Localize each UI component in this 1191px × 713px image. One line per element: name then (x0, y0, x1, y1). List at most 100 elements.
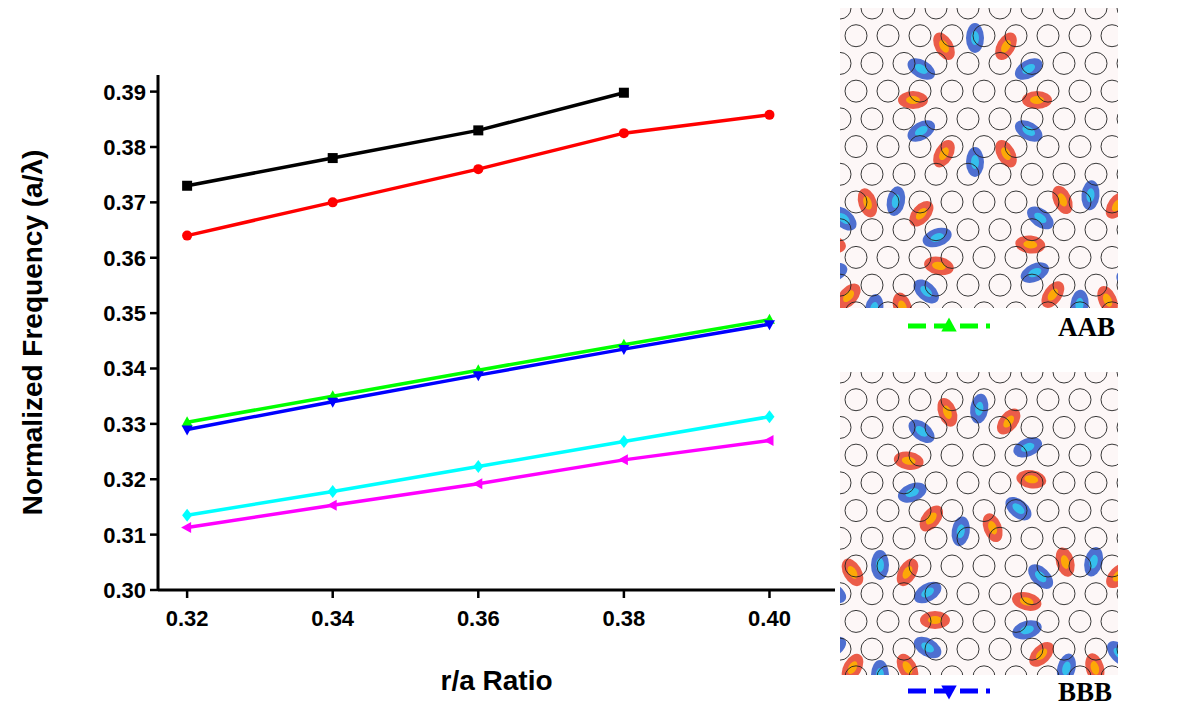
lattice-hole (1069, 302, 1091, 308)
lattice-hole (845, 25, 867, 47)
lattice-hole (893, 583, 915, 605)
lattice-hole (877, 246, 899, 268)
lattice-hole (1085, 416, 1107, 438)
lattice-hole (893, 219, 915, 241)
lattice-hole (989, 163, 1011, 185)
lattice-hole (1069, 80, 1091, 102)
field-lobe-core (901, 660, 915, 675)
lattice-hole (1005, 389, 1027, 411)
lattice-hole (1085, 8, 1107, 19)
series-line (187, 93, 624, 186)
y-tick (150, 533, 158, 536)
lattice-hole (1085, 274, 1107, 296)
lattice-hole (1101, 500, 1118, 522)
lattice-hole (989, 274, 1011, 296)
lattice-hole (925, 274, 947, 296)
x-tick (477, 590, 480, 598)
y-tick-label: 0.32 (103, 467, 146, 492)
data-point (473, 164, 483, 174)
lattice-hole (973, 136, 995, 158)
lattice-hole (1069, 136, 1091, 158)
lattice-hole (1085, 583, 1107, 605)
lattice-hole (925, 163, 947, 185)
field-lobe-core (971, 155, 979, 169)
field-lobe (840, 202, 861, 235)
lattice-hole (840, 372, 851, 383)
field-lobe (966, 147, 984, 177)
lattice-hole (909, 444, 931, 466)
lattice-hole (1053, 638, 1075, 660)
lattice-hole (840, 527, 851, 549)
lattice-hole (1037, 666, 1059, 675)
lattice-hole (909, 246, 931, 268)
lattice-hole (861, 8, 883, 19)
lattice-hole (973, 555, 995, 577)
field-lobe-core (1023, 240, 1038, 249)
lattice-hole (1021, 52, 1043, 74)
plot-area (181, 88, 775, 533)
lattice-hole (840, 52, 851, 74)
lattice-hole (925, 52, 947, 74)
series-line (187, 324, 769, 429)
field-lobe-core (891, 193, 902, 208)
field-lobe-core (1001, 414, 1016, 430)
lattice-hole (1117, 52, 1118, 74)
lattice-hole (1005, 555, 1027, 577)
lattice-hole (957, 8, 979, 19)
data-point (764, 410, 774, 423)
lattice-hole (973, 25, 995, 47)
lattice-hole (989, 108, 1011, 130)
lattice-hole (840, 8, 851, 19)
lattice-hole (1005, 302, 1027, 308)
lattice-hole (861, 163, 883, 185)
series-line (187, 417, 769, 516)
lattice-hole (1037, 555, 1059, 577)
lattice-hole (941, 389, 963, 411)
field-lobe-core (840, 586, 841, 600)
lattice-hole (1037, 389, 1059, 411)
data-point (182, 181, 192, 191)
field-lobe-core (929, 231, 945, 243)
lattice-hole (989, 638, 1011, 660)
data-point (619, 88, 629, 98)
field-lobe (1118, 213, 1119, 242)
lattice-hole (909, 80, 931, 102)
lattice-hole (1005, 610, 1027, 632)
lattice-hole (861, 416, 883, 438)
lattice-hole (893, 372, 915, 383)
field-lobe-core (861, 195, 873, 211)
field-lobe (966, 23, 984, 53)
lattice-hole (1117, 372, 1118, 383)
lattice-hole (989, 583, 1011, 605)
field-lobe-core (920, 586, 936, 600)
lattice-hole (1101, 191, 1118, 213)
field-lobe-core (1061, 661, 1072, 675)
y-tick-label: 0.38 (103, 135, 146, 160)
lattice-hole (840, 472, 851, 494)
y-tick (150, 201, 158, 204)
field-lobe (871, 550, 889, 580)
field-lobe (950, 515, 972, 547)
lattice-hole (1069, 500, 1091, 522)
lattice-hole (1005, 136, 1027, 158)
lattice-hole (973, 389, 995, 411)
lattice-hole (925, 219, 947, 241)
y-tick (150, 90, 158, 93)
field-lobe-core (914, 424, 930, 439)
y-tick-label: 0.34 (103, 356, 147, 381)
legend-marker (941, 685, 956, 699)
lattice-hole (861, 472, 883, 494)
lattice-hole (861, 219, 883, 241)
field-lobe-core (931, 261, 946, 272)
lattice-hole (1085, 52, 1107, 74)
lattice-hole (941, 191, 963, 213)
y-tick (150, 423, 158, 426)
lattice-hole (989, 372, 1011, 383)
lattice-hole (909, 25, 931, 47)
data-point (328, 197, 338, 207)
field-lobe (910, 577, 945, 608)
field-lobe (1001, 492, 1036, 525)
field-lobe (1024, 560, 1058, 594)
lattice-hole (1037, 25, 1059, 47)
x-tick-label: 0.38 (602, 606, 645, 631)
